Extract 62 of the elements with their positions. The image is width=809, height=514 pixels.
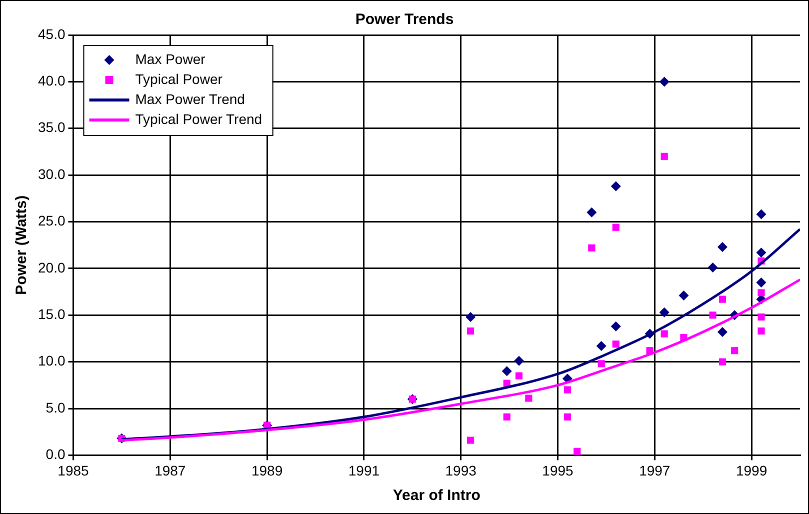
- legend-label: Typical Power: [135, 70, 223, 87]
- y-tick-label: 5.0: [46, 399, 66, 416]
- point: [610, 321, 621, 332]
- point: [610, 181, 621, 192]
- y-tick-label: 0.0: [46, 446, 66, 462]
- point: [717, 326, 728, 337]
- point: [564, 386, 571, 394]
- chart-title: Power Trends: [355, 11, 454, 28]
- point: [598, 360, 605, 368]
- point: [502, 366, 512, 376]
- point: [660, 330, 668, 338]
- point: [596, 340, 606, 351]
- point: [515, 372, 523, 380]
- point: [758, 313, 765, 321]
- point: [525, 394, 532, 402]
- point: [717, 242, 728, 252]
- point: [659, 307, 670, 318]
- point: [586, 207, 597, 218]
- point: [756, 248, 766, 258]
- point: [709, 312, 716, 319]
- y-tick-label: 30.0: [38, 166, 66, 182]
- y-tick-label: 10.0: [38, 352, 66, 369]
- point: [466, 312, 476, 322]
- y-axis-title: Power (Watts): [13, 195, 30, 295]
- x-axis-title: Year of Intro: [392, 487, 480, 504]
- y-tick-label: 40.0: [38, 72, 66, 89]
- point: [467, 327, 474, 335]
- point: [758, 327, 765, 335]
- point: [467, 436, 474, 444]
- point: [564, 413, 571, 420]
- point: [588, 244, 596, 252]
- legend-label: Typical Power Trend: [135, 110, 262, 127]
- y-tick-label: 45.0: [38, 26, 66, 42]
- point: [612, 224, 620, 231]
- x-tick-label: 1985: [58, 462, 90, 478]
- point: [731, 347, 738, 354]
- x-tick-label: 1995: [542, 462, 574, 478]
- point: [756, 277, 766, 288]
- point: [756, 209, 766, 220]
- legend-label: Max Power: [135, 50, 206, 67]
- point: [718, 358, 726, 366]
- point: [678, 290, 689, 301]
- y-tick-label: 20.0: [38, 259, 66, 276]
- legend-label: Max Power Trend: [135, 90, 245, 107]
- point: [574, 448, 581, 455]
- point: [758, 289, 765, 296]
- x-tick-label: 1991: [348, 462, 380, 478]
- y-tick-label: 25.0: [38, 212, 66, 229]
- point: [612, 340, 620, 348]
- point: [503, 413, 510, 420]
- x-tick-label: 1987: [154, 462, 186, 478]
- point: [708, 262, 718, 273]
- y-tick-label: 35.0: [38, 119, 66, 136]
- x-tick-label: 1997: [639, 462, 670, 478]
- x-tick-label: 1989: [251, 462, 283, 478]
- point: [660, 152, 668, 160]
- y-tick-label: 15.0: [38, 306, 66, 322]
- point: [659, 76, 670, 87]
- point: [718, 296, 726, 303]
- x-tick-label: 1993: [445, 462, 477, 478]
- point: [514, 356, 524, 366]
- x-tick-label: 1999: [736, 462, 768, 478]
